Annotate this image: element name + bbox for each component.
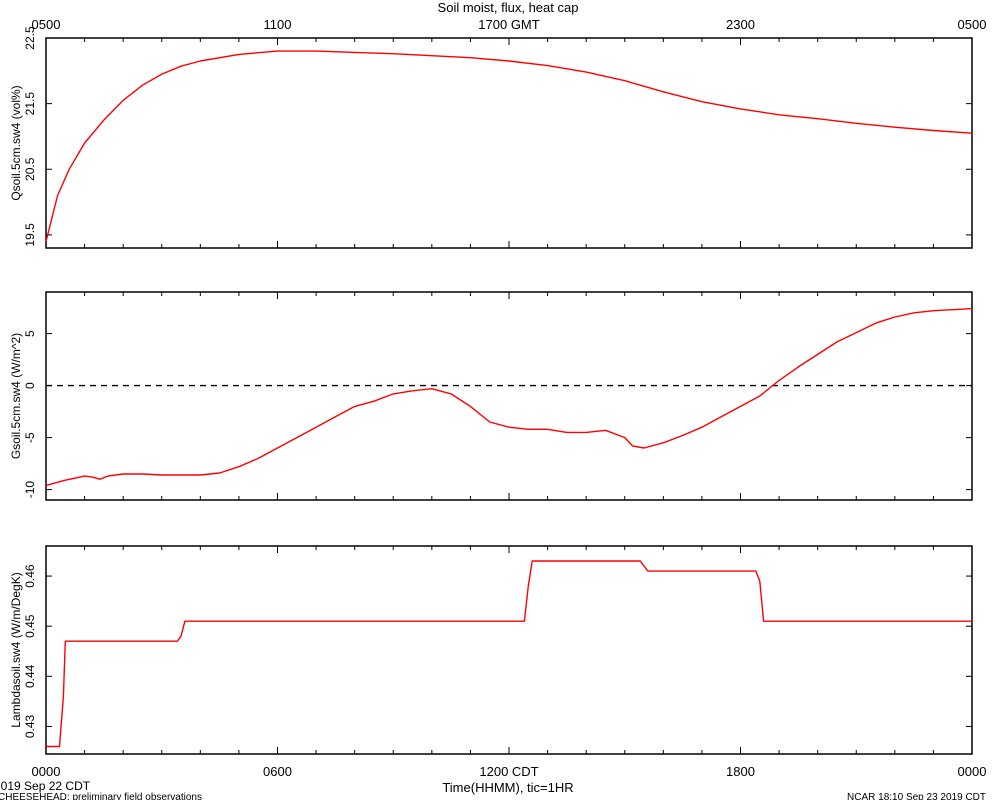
bottom-tick-label: 0000 [32,764,61,779]
gsoil-ytick-label: 0 [23,382,37,389]
lambdasoil-y-axis-label: Lambdasoil.sw4 (W/m/DegK) [9,572,23,727]
top-tick-label: 1100 [264,17,292,32]
gsoil-frame [45,291,973,501]
gsoil-ytick-label: 5 [23,330,37,337]
gsoil-series-line [45,307,973,487]
lambdasoil-ytick-label: 0.46 [23,564,37,588]
timestamp-label: NCAR 18:10 Sep 23 2019 CDT [847,792,986,800]
top-tick-label: 1700 GMT [478,17,539,32]
qsoil-ytick-label: 19.5 [23,223,37,247]
qsoil-ytick-label: 20.5 [23,157,37,181]
bottom-tick-label: 1200 CDT [479,764,538,779]
qsoil-series-line [45,50,973,242]
gsoil-y-axis-label: Gsoil.5cm.sw4 (W/m^2) [9,333,23,459]
qsoil-panel: 19.5 20.5 21.5 22.5 Qsoil.5cm.sw4 (vol%) [9,26,973,249]
top-tick-label: 0500 [958,17,987,32]
top-time-axis: 0500 1100 1700 GMT 2300 0500 [32,17,987,32]
lambdasoil-ytick-label: 0.44 [23,664,37,688]
qsoil-ytick-label: 22.5 [23,26,37,50]
bottom-tick-label: 1800 [726,764,755,779]
date-label: 2019 Sep 22 CDT [0,779,91,793]
x-axis-label: Time(HHMM), tic=1HR [442,780,573,795]
top-tick-label: 2300 [726,17,755,32]
bottom-tick-label: 0600 [263,764,292,779]
lambdasoil-ytick-label: 0.45 [23,614,37,638]
gsoil-ytick-label: -10 [23,481,37,499]
bottom-tick-label: 0000 [958,764,987,779]
qsoil-frame [45,37,973,249]
lambdasoil-frame [45,545,973,755]
lambdasoil-ytick-label: 0.43 [23,714,37,738]
gsoil-ytick-label: -5 [23,432,37,443]
bottom-time-axis: 0000 0600 1200 CDT 1800 0000 [32,764,987,779]
qsoil-ytick-label: 21.5 [23,92,37,116]
chart-title: Soil moist, flux, heat cap [438,0,579,15]
project-label: CHEESEHEAD: preliminary field observatio… [0,792,202,800]
qsoil-y-axis-label: Qsoil.5cm.sw4 (vol%) [9,85,23,200]
top-tick-label: 0500 [32,17,61,32]
lambdasoil-series-line [46,560,972,748]
